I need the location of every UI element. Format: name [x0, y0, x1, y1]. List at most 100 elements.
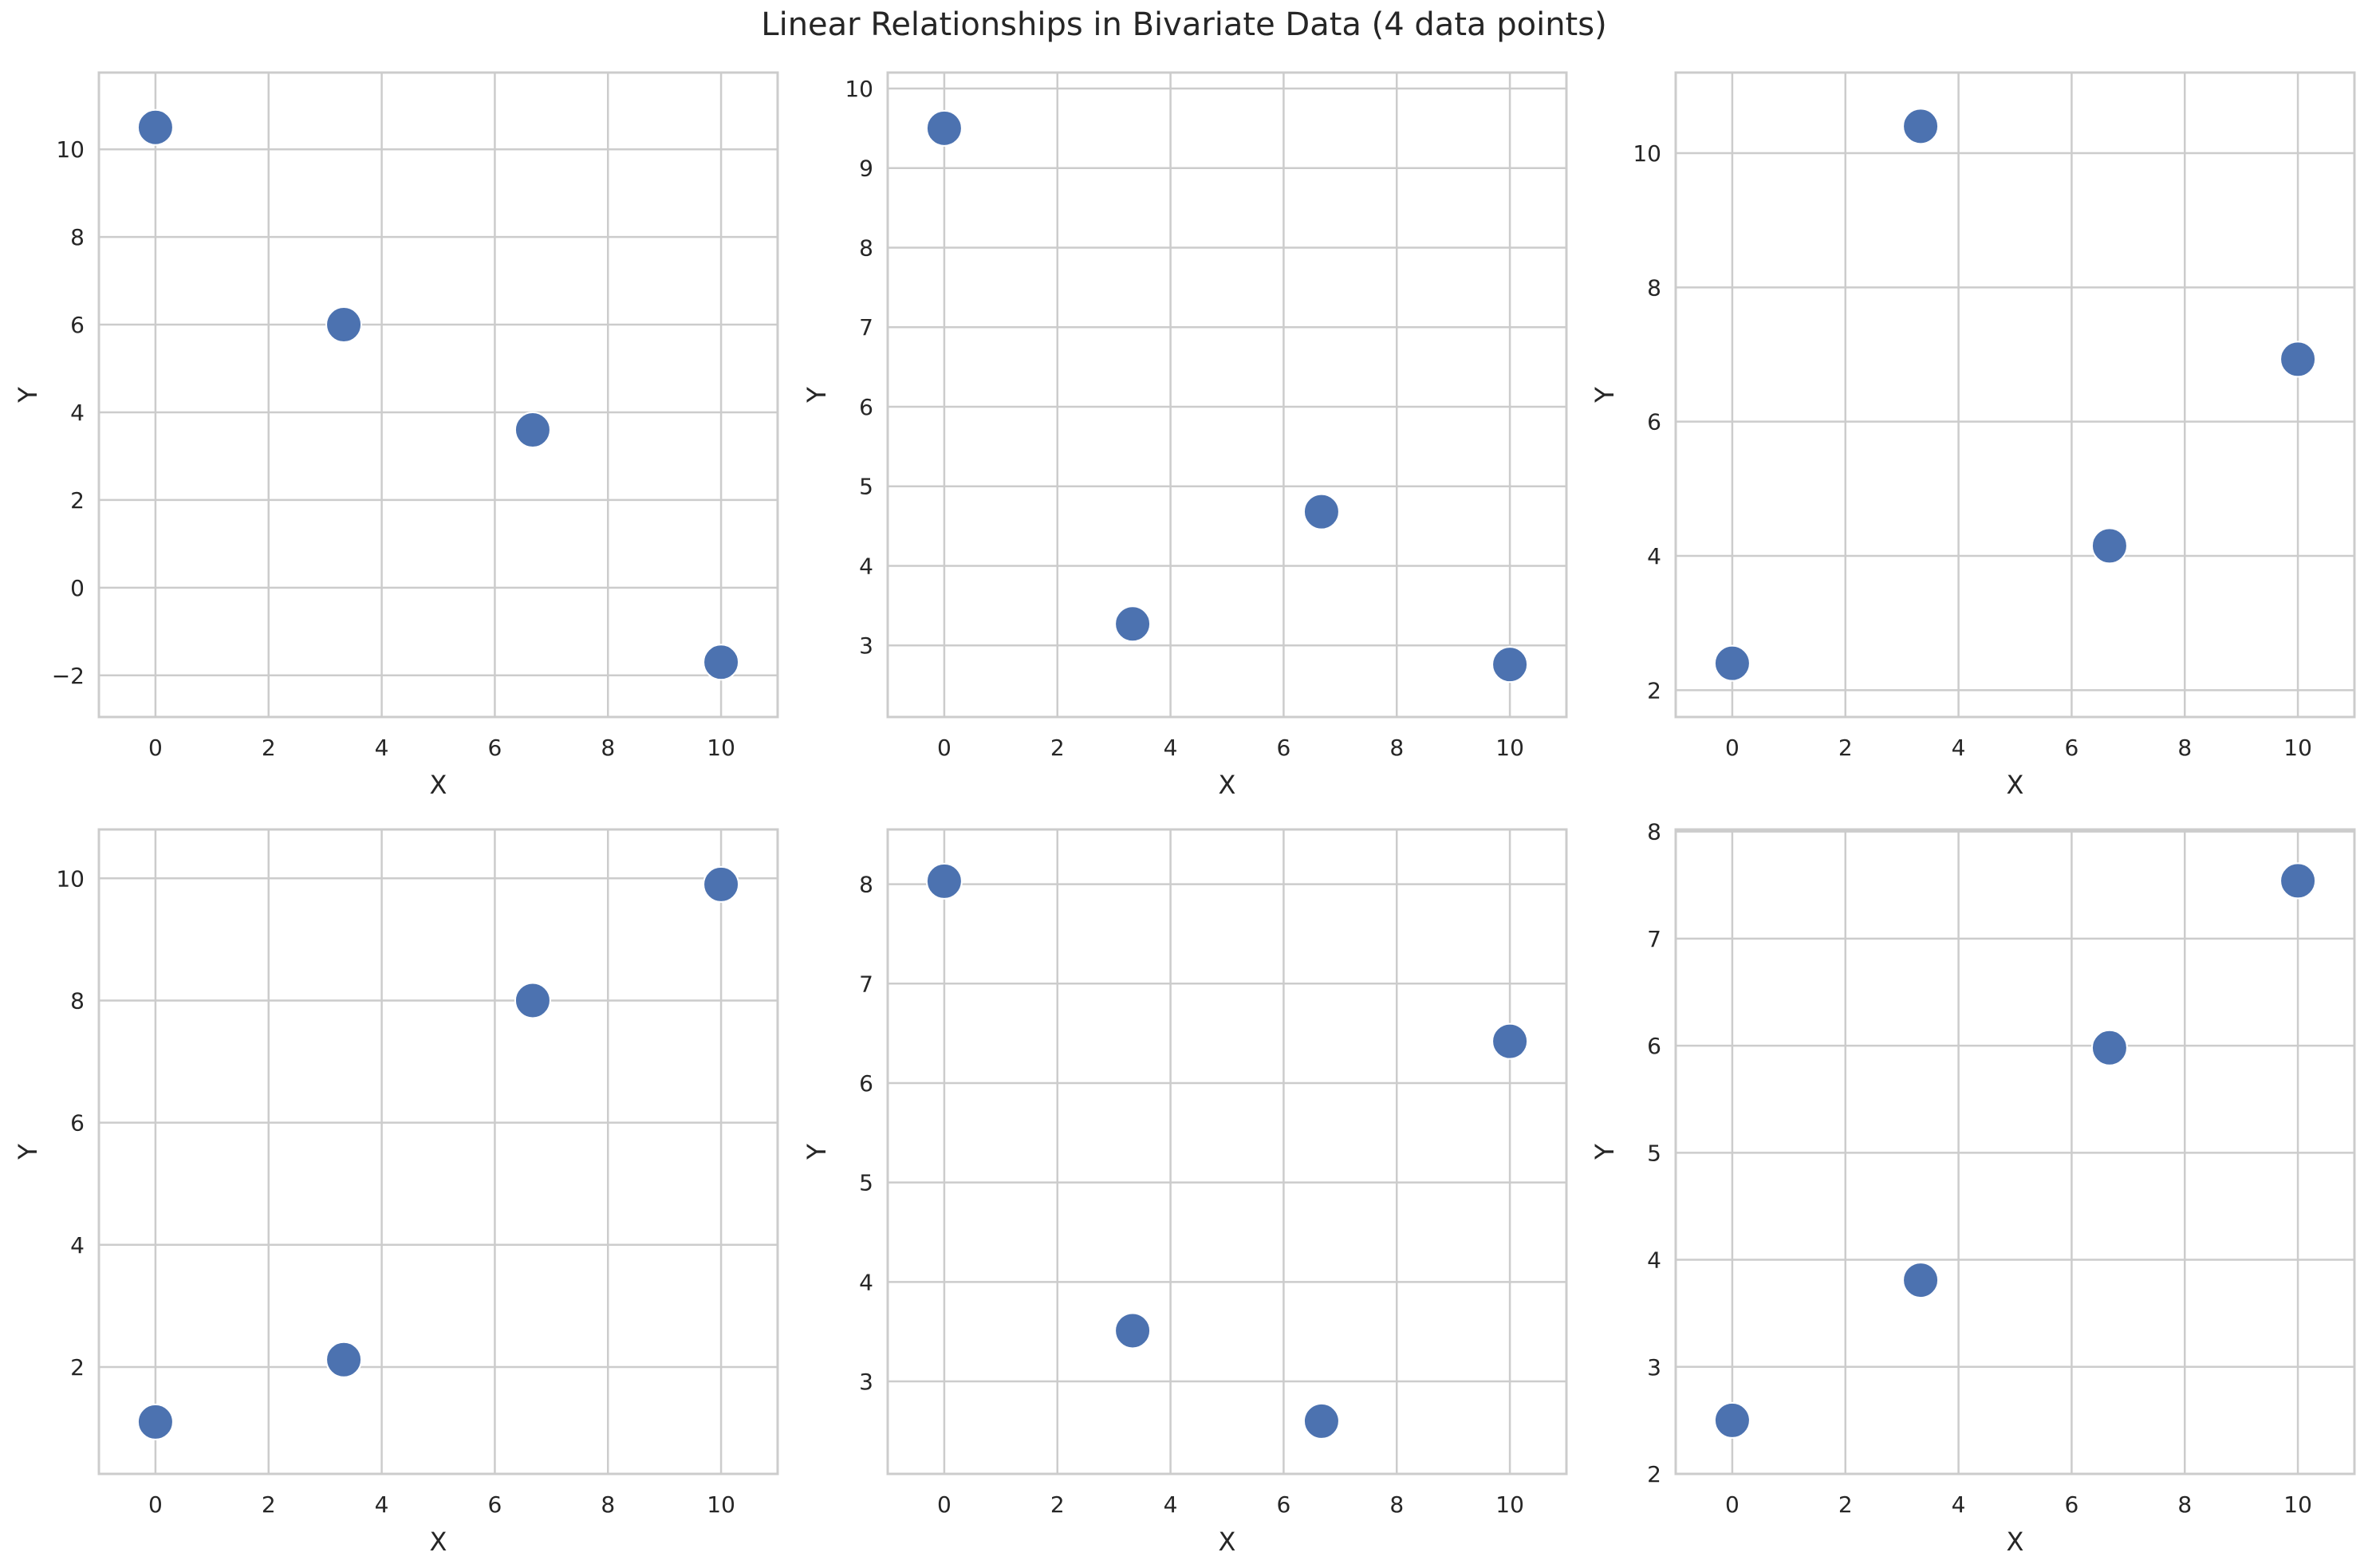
y-tick-label: 8	[1647, 819, 1661, 845]
y-axis-label: Y	[13, 1144, 43, 1160]
y-tick-label: 6	[70, 312, 85, 338]
plot-frame	[1674, 828, 2356, 1475]
y-tick-label: 4	[859, 553, 873, 579]
data-point	[2279, 341, 2317, 378]
data-point	[1491, 646, 1529, 684]
x-tick-label: 10	[1495, 735, 1524, 761]
x-axis-label: X	[2007, 1527, 2024, 1557]
y-tick-label: 6	[859, 394, 873, 420]
data-point	[2090, 527, 2128, 565]
y-tick-label: 8	[70, 224, 85, 250]
x-axis-label: X	[430, 770, 447, 800]
x-tick-label: 10	[2283, 1491, 2312, 1518]
y-axis-label: Y	[802, 387, 832, 404]
x-tick-label: 4	[1164, 1491, 1178, 1518]
y-axis-label: Y	[1590, 387, 1620, 404]
x-tick-label: 6	[488, 735, 502, 761]
y-tick-label: 10	[845, 76, 873, 102]
x-axis-label: X	[2007, 770, 2024, 800]
y-tick-label: 8	[70, 987, 85, 1014]
y-tick-label: 6	[1647, 1033, 1661, 1059]
x-tick-label: 4	[375, 735, 389, 761]
x-tick-label: 0	[148, 735, 163, 761]
x-tick-label: 8	[1389, 1491, 1404, 1518]
y-axis-label: Y	[802, 1144, 832, 1160]
x-tick-label: 2	[1838, 735, 1853, 761]
y-tick-label: 6	[70, 1110, 85, 1137]
y-tick-label: 4	[859, 1269, 873, 1295]
x-tick-label: 0	[148, 1491, 163, 1518]
data-point	[1114, 605, 1152, 643]
data-point	[1713, 1401, 1751, 1439]
x-tick-label: 4	[1952, 1491, 1966, 1518]
x-tick-label: 10	[1495, 1491, 1524, 1518]
y-tick-label: 6	[859, 1070, 873, 1097]
x-tick-label: 4	[1952, 735, 1966, 761]
y-axis-label: Y	[1590, 1144, 1620, 1160]
y-tick-label: 7	[859, 314, 873, 341]
data-point	[703, 644, 740, 681]
y-tick-label: 8	[859, 872, 873, 898]
data-point	[703, 865, 740, 903]
x-tick-label: 2	[262, 735, 276, 761]
x-tick-label: 0	[937, 735, 952, 761]
x-tick-label: 8	[601, 1491, 615, 1518]
y-tick-label: 4	[1647, 543, 1661, 569]
data-point	[1902, 108, 1940, 145]
y-tick-label: 2	[1647, 1461, 1661, 1487]
y-tick-label: 10	[56, 136, 85, 163]
x-tick-label: 6	[1277, 1491, 1291, 1518]
scatter-panel: 0 2 4 6 8 10 3 4 5 6 7 8 X Y	[802, 828, 1568, 1557]
x-tick-label: 10	[707, 1491, 735, 1518]
data-point	[1302, 493, 1340, 530]
y-tick-label: 8	[859, 234, 873, 261]
plot-frame	[886, 828, 1568, 1475]
y-tick-label: 5	[859, 474, 873, 500]
x-tick-label: 6	[488, 1491, 502, 1518]
y-tick-label: 7	[859, 971, 873, 997]
data-point	[1114, 1312, 1152, 1349]
y-tick-label: 0	[70, 575, 85, 601]
y-tick-label: 7	[1647, 926, 1661, 952]
plot-frame	[886, 71, 1568, 719]
y-tick-label: 9	[859, 156, 873, 182]
figure-title: Linear Relationships in Bivariate Data (…	[761, 6, 1607, 43]
x-tick-label: 0	[1725, 735, 1740, 761]
y-tick-label: 2	[1647, 677, 1661, 703]
y-tick-label: 10	[56, 865, 85, 892]
scatter-panel: 0 2 4 6 8 10 2 3 4 5 6 7 8 X Y	[1590, 819, 2356, 1557]
x-tick-label: 2	[1050, 1491, 1065, 1518]
x-axis-label: X	[430, 1527, 447, 1557]
x-tick-label: 0	[937, 1491, 952, 1518]
y-tick-label: 3	[859, 632, 873, 659]
x-tick-label: 2	[1838, 1491, 1853, 1518]
data-point	[1713, 644, 1751, 682]
y-tick-label: 4	[70, 1232, 85, 1259]
x-tick-label: 8	[2177, 1491, 2192, 1518]
data-point	[2279, 862, 2317, 900]
x-tick-label: 0	[1725, 1491, 1740, 1518]
scatter-panel: 0 2 4 6 8 10 2 4 6 8 10 X Y	[1590, 71, 2356, 800]
data-point	[514, 411, 551, 448]
y-tick-label: 8	[1647, 274, 1661, 301]
x-tick-label: 6	[2065, 1491, 2079, 1518]
scatter-panel: 0 2 4 6 8 10 2 4 6 8 10 X Y	[13, 828, 779, 1557]
data-point	[925, 109, 963, 147]
x-tick-label: 6	[2065, 735, 2079, 761]
data-point	[325, 1341, 363, 1378]
x-tick-label: 4	[1164, 735, 1178, 761]
data-point	[136, 1403, 174, 1440]
scatter-panel: 0 2 4 6 8 10 3 4 5 6 7 8 9 10 X Y	[802, 71, 1568, 800]
y-tick-label: 5	[859, 1170, 873, 1196]
y-tick-label: 2	[70, 1354, 85, 1381]
x-tick-label: 2	[262, 1491, 276, 1518]
y-tick-label: −2	[52, 663, 85, 689]
x-tick-label: 8	[1389, 735, 1404, 761]
x-tick-label: 2	[1050, 735, 1065, 761]
data-point	[136, 108, 174, 146]
data-point	[1902, 1262, 1940, 1299]
y-tick-label: 3	[1647, 1354, 1661, 1381]
x-tick-label: 10	[2283, 735, 2312, 761]
y-tick-label: 5	[1647, 1140, 1661, 1166]
data-point	[325, 306, 363, 344]
